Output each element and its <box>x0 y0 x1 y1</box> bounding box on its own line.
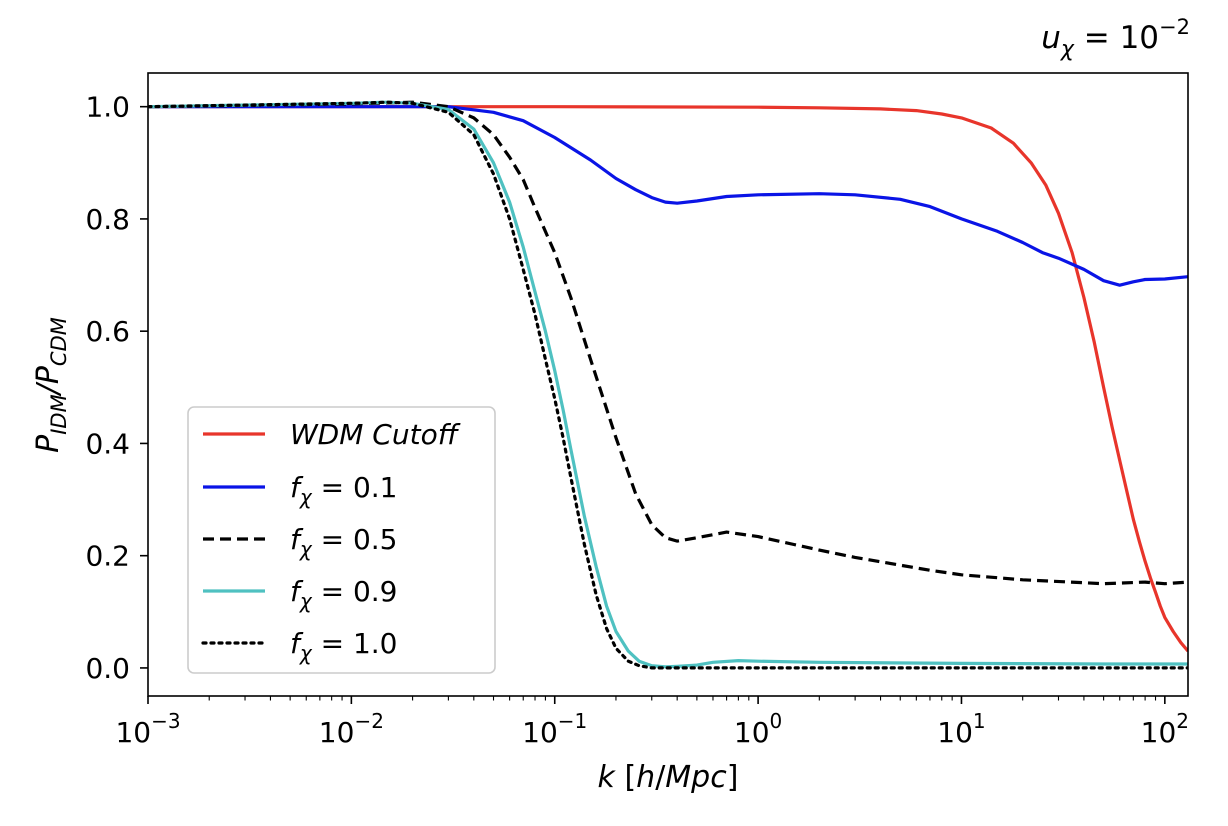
legend-label-3: fχ = 0.5 <box>290 523 398 561</box>
chart-title: uχ = 10−2 <box>1041 15 1190 62</box>
series-line-1 <box>148 105 1188 653</box>
x-tick-label: 101 <box>937 709 985 749</box>
x-axis-label: k [h/Mpc] <box>598 760 739 795</box>
y-tick-label: 0.4 <box>85 427 130 460</box>
svg-text:k [h/Mpc]: k [h/Mpc] <box>598 760 739 795</box>
legend-label-5: fχ = 1.0 <box>290 627 398 665</box>
ticks-layer: 10−3 10−2 10−1 100 101 102 0.0 0.2 0.4 0.6 0.8 1.0 <box>85 91 1189 749</box>
series-line-4 <box>148 100 1188 669</box>
series-line-2 <box>148 105 1188 287</box>
svg-text:PIDM/PCDM: PIDM/PCDM <box>31 317 71 453</box>
svg-text:uχ = 10−2: uχ = 10−2 <box>1041 15 1190 62</box>
y-tick-label: 0.2 <box>85 540 130 573</box>
x-tick-label: 10−2 <box>319 709 384 749</box>
x-tick-label: 102 <box>1141 709 1189 749</box>
x-tick-label: 100 <box>734 709 782 749</box>
series-line-5 <box>148 100 1188 670</box>
x-tick-label: 10−1 <box>522 709 587 749</box>
legend-box <box>187 406 496 674</box>
y-tick-label: 0.6 <box>85 315 130 348</box>
y-tick-label: 0.0 <box>85 652 130 685</box>
x-tick-label: 10−3 <box>115 709 180 749</box>
series-line-3 <box>148 100 1188 586</box>
y-tick-label: 0.8 <box>85 203 130 236</box>
y-axis-label: PIDM/PCDM <box>31 317 71 453</box>
axes-frame <box>147 72 1189 697</box>
legend-label-4: fχ = 0.9 <box>290 575 398 613</box>
legend-label-1: WDM Cutoff <box>290 418 461 451</box>
y-tick-label: 1.0 <box>85 91 130 124</box>
series-layer <box>148 100 1188 670</box>
